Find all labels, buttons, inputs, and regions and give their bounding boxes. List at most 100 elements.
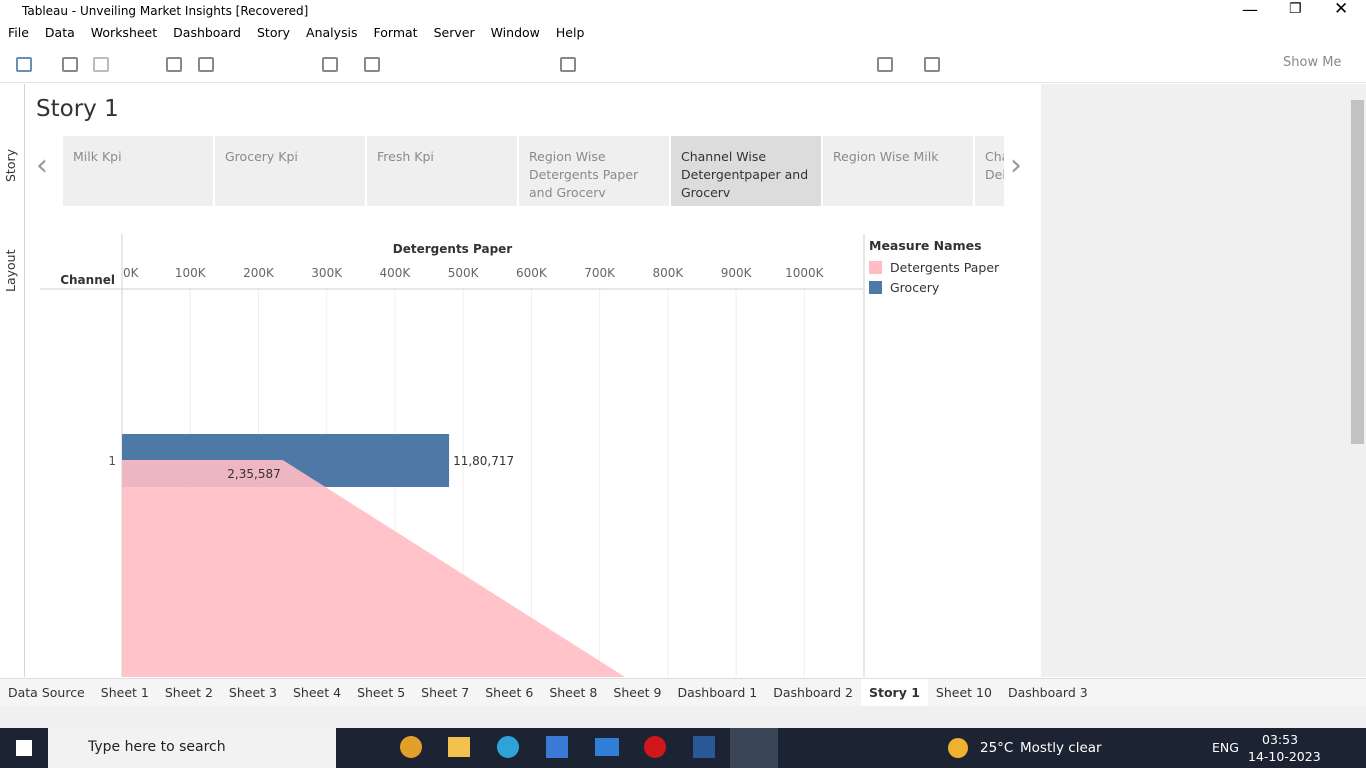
data-label: 2,35,587 <box>227 467 280 481</box>
date[interactable]: 14-10-2023 <box>1248 749 1321 764</box>
duplicate[interactable] <box>364 57 380 72</box>
menu-item[interactable]: Server <box>433 25 475 40</box>
sheet-tab[interactable]: Sheet 2 <box>164 685 213 700</box>
menu-item[interactable]: Data <box>44 25 75 40</box>
legend-swatch <box>869 280 882 294</box>
row-header: Channel <box>60 273 115 287</box>
menu-item[interactable]: Window <box>490 25 540 40</box>
x-tick-label: 900K <box>721 266 753 280</box>
minimize[interactable]: — <box>1242 0 1258 19</box>
story-title: Story 1 <box>36 96 119 122</box>
sheet-tab[interactable]: Story 1 <box>860 679 928 706</box>
x-tick-label: 500K <box>448 266 480 280</box>
store-icon[interactable] <box>546 736 568 758</box>
x-tick-label: 600K <box>516 266 548 280</box>
toolbar: Show Me <box>0 45 1366 119</box>
tableau-icon[interactable] <box>730 728 778 768</box>
story-point[interactable]: Region Wise Milk <box>823 136 973 206</box>
menu-item[interactable]: Help <box>555 25 585 40</box>
data-label: 11,80,717 <box>453 454 514 468</box>
story-tab[interactable]: Story <box>3 148 18 182</box>
taskbar: Type here to search 25°C Mostly clear EN… <box>0 728 1366 768</box>
time[interactable]: 03:53 <box>1262 732 1299 747</box>
chart: Detergents Paper Channel 0K 100K 200K 300K 400… <box>40 234 865 677</box>
new-sheet[interactable] <box>322 57 338 72</box>
next-arrow[interactable]: › <box>1010 148 1022 183</box>
story-point[interactable]: Channel Wise Detergentpaper and Grocerv <box>671 136 821 206</box>
menu-item[interactable]: Worksheet <box>90 25 158 40</box>
sheet-tab[interactable]: Sheet 3 <box>228 685 277 700</box>
record-icon[interactable] <box>644 736 666 758</box>
temperature: 25°C <box>980 740 1014 756</box>
highlight[interactable] <box>560 57 576 72</box>
x-tick-label: 400K <box>380 266 412 280</box>
legend-entry[interactable]: Detergents Paper <box>869 257 999 277</box>
sheet-tabs: Data Source Sheet 1 Sheet 2 Sheet 3 Sheet 4 S… <box>0 678 1366 706</box>
undo[interactable] <box>62 57 78 72</box>
story-point[interactable]: Milk Kpi <box>63 136 213 206</box>
explorer-icon[interactable] <box>448 737 470 757</box>
side-panel: Story Layout <box>0 84 25 677</box>
sheet-tab[interactable]: Dashboard 1 <box>677 685 758 700</box>
sheet-tab[interactable]: Sheet 10 <box>935 685 992 700</box>
restore[interactable]: ❐ <box>1289 1 1302 17</box>
x-tick-label: 700K <box>584 266 616 280</box>
prev-arrow[interactable]: ‹ <box>36 148 48 183</box>
close[interactable]: ✕ <box>1334 0 1349 19</box>
menu-item[interactable]: Analysis <box>306 25 358 40</box>
search-placeholder: Type here to search <box>88 739 226 755</box>
x-tick-label: 0K <box>123 266 140 280</box>
window-title: Tableau - Unveiling Market Insights [Rec… <box>22 4 309 18</box>
start-button[interactable] <box>16 740 32 756</box>
sheet-tab[interactable]: Sheet 5 <box>357 685 406 700</box>
story-point[interactable]: Grocery Kpi <box>215 136 365 206</box>
legend-label: Detergents Paper <box>890 259 1000 275</box>
menu-item[interactable]: Dashboard <box>173 25 241 40</box>
sheet-tab[interactable]: Sheet 1 <box>100 685 149 700</box>
presentation[interactable] <box>877 57 893 72</box>
weather-icon <box>948 738 968 758</box>
sheet-tab[interactable]: Sheet 6 <box>485 685 534 700</box>
menu-bar: File Data Worksheet Dashboard Story Analysis F… <box>0 22 1366 44</box>
story-point[interactable]: Fresh Kpi <box>367 136 517 206</box>
sheet-tab[interactable]: Sheet 4 <box>293 685 342 700</box>
story-point[interactable]: Cha Del <box>975 136 1004 206</box>
x-tick-label: 200K <box>243 266 275 280</box>
chrome-icon[interactable] <box>400 736 422 758</box>
weather: Mostly clear <box>1020 740 1102 756</box>
scrollbar[interactable] <box>1349 84 1366 677</box>
legend-swatch <box>869 260 882 274</box>
share[interactable] <box>924 57 940 72</box>
sheet-tab[interactable]: Data Source <box>8 685 85 700</box>
legend-entry[interactable]: Grocery <box>869 277 999 297</box>
x-axis-title: Detergents Paper <box>393 242 513 256</box>
logo-icon[interactable] <box>16 57 32 72</box>
save[interactable] <box>166 57 182 72</box>
sheet-tab[interactable]: Sheet 7 <box>421 685 470 700</box>
redo[interactable] <box>93 57 109 72</box>
area <box>122 460 625 677</box>
menu-item[interactable]: Format <box>373 25 418 40</box>
sheet-tab[interactable]: Dashboard 2 <box>773 685 853 700</box>
legend-title: Measure Names <box>869 238 982 253</box>
legend-label: Grocery <box>890 279 940 295</box>
x-tick-label: 300K <box>311 266 343 280</box>
x-tick-label: 1000K <box>785 266 825 280</box>
sheet-tab[interactable]: Sheet 9 <box>613 685 662 700</box>
mail-icon[interactable] <box>595 738 619 756</box>
menu-item[interactable]: Story <box>256 25 291 40</box>
language[interactable]: ENG <box>1212 740 1239 755</box>
word-icon[interactable] <box>693 736 715 758</box>
edge-icon[interactable] <box>497 736 519 758</box>
sheet-tab[interactable]: Dashboard 3 <box>1007 685 1088 700</box>
show-me[interactable]: Show Me <box>1283 55 1342 70</box>
sheet-tab[interactable]: Sheet 8 <box>549 685 598 700</box>
search-box[interactable]: Type here to search <box>48 728 336 768</box>
new-data[interactable] <box>198 57 214 72</box>
menu-item[interactable]: File <box>8 25 29 40</box>
layout-tab[interactable]: Layout <box>3 249 18 293</box>
scroll-thumb[interactable] <box>1351 100 1364 444</box>
story-point[interactable]: Region Wise Detergents Paper and Grocerv <box>519 136 669 206</box>
legend: Measure Names Detergents Paper Grocery <box>869 238 999 297</box>
